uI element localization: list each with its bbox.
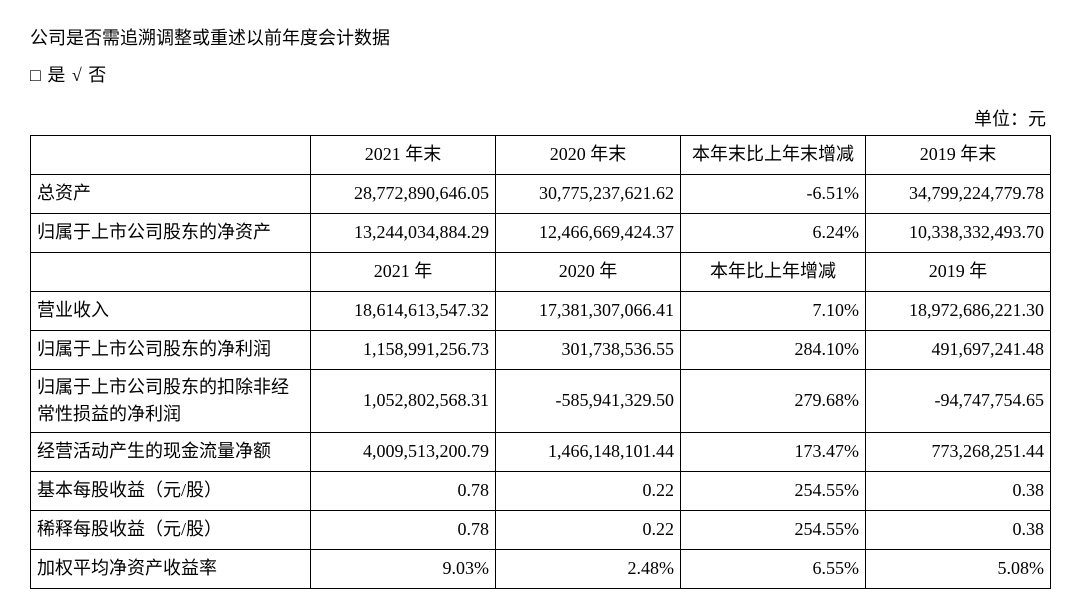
cell: 301,738,536.55 bbox=[496, 330, 681, 369]
table-row: 营业收入 18,614,613,547.32 17,381,307,066.41… bbox=[31, 291, 1051, 330]
cell: 18,614,613,547.32 bbox=[311, 291, 496, 330]
cell: 6.24% bbox=[681, 213, 866, 252]
table-row: 总资产 28,772,890,646.05 30,775,237,621.62 … bbox=[31, 174, 1051, 213]
cell: 0.78 bbox=[311, 471, 496, 510]
unit-label: 单位：元 bbox=[30, 105, 1046, 131]
header-2021: 2021 年 bbox=[311, 252, 496, 291]
financial-table: 2021 年末 2020 年末 本年末比上年末增减 2019 年末 总资产 28… bbox=[30, 135, 1051, 589]
header-2020: 2020 年 bbox=[496, 252, 681, 291]
header-2019: 2019 年 bbox=[866, 252, 1051, 291]
cell: 2.48% bbox=[496, 549, 681, 588]
cell: 254.55% bbox=[681, 510, 866, 549]
row-label: 总资产 bbox=[31, 174, 311, 213]
row-label: 归属于上市公司股东的扣除非经常性损益的净利润 bbox=[31, 369, 311, 432]
cell: 1,158,991,256.73 bbox=[311, 330, 496, 369]
cell: 773,268,251.44 bbox=[866, 432, 1051, 471]
table-row: 基本每股收益（元/股） 0.78 0.22 254.55% 0.38 bbox=[31, 471, 1051, 510]
cell: 0.22 bbox=[496, 471, 681, 510]
row-label: 营业收入 bbox=[31, 291, 311, 330]
table-row: 归属于上市公司股东的扣除非经常性损益的净利润 1,052,802,568.31 … bbox=[31, 369, 1051, 432]
cell: 5.08% bbox=[866, 549, 1051, 588]
header-2020-end: 2020 年末 bbox=[496, 135, 681, 174]
header-2021-end: 2021 年末 bbox=[311, 135, 496, 174]
header-yoy-end: 本年末比上年末增减 bbox=[681, 135, 866, 174]
table-row: 加权平均净资产收益率 9.03% 2.48% 6.55% 5.08% bbox=[31, 549, 1051, 588]
cell: 0.38 bbox=[866, 510, 1051, 549]
table-header-row: 2021 年 2020 年 本年比上年增减 2019 年 bbox=[31, 252, 1051, 291]
cell: 10,338,332,493.70 bbox=[866, 213, 1051, 252]
cell: 4,009,513,200.79 bbox=[311, 432, 496, 471]
intro-text: 公司是否需追溯调整或重述以前年度会计数据 bbox=[30, 24, 1050, 53]
header-blank bbox=[31, 135, 311, 174]
cell: 28,772,890,646.05 bbox=[311, 174, 496, 213]
cell: 284.10% bbox=[681, 330, 866, 369]
cell: 7.10% bbox=[681, 291, 866, 330]
cell: 254.55% bbox=[681, 471, 866, 510]
cell: -585,941,329.50 bbox=[496, 369, 681, 432]
header-blank bbox=[31, 252, 311, 291]
cell: 34,799,224,779.78 bbox=[866, 174, 1051, 213]
row-label: 归属于上市公司股东的净利润 bbox=[31, 330, 311, 369]
cell: 17,381,307,066.41 bbox=[496, 291, 681, 330]
cell: 13,244,034,884.29 bbox=[311, 213, 496, 252]
cell: 1,052,802,568.31 bbox=[311, 369, 496, 432]
cell: 491,697,241.48 bbox=[866, 330, 1051, 369]
checkbox-line: □ 是 √ 否 bbox=[30, 61, 1050, 87]
cell: 1,466,148,101.44 bbox=[496, 432, 681, 471]
cell: 12,466,669,424.37 bbox=[496, 213, 681, 252]
header-yoy: 本年比上年增减 bbox=[681, 252, 866, 291]
header-2019-end: 2019 年末 bbox=[866, 135, 1051, 174]
cell: -94,747,754.65 bbox=[866, 369, 1051, 432]
table-row: 归属于上市公司股东的净利润 1,158,991,256.73 301,738,5… bbox=[31, 330, 1051, 369]
table-header-row: 2021 年末 2020 年末 本年末比上年末增减 2019 年末 bbox=[31, 135, 1051, 174]
row-label: 稀释每股收益（元/股） bbox=[31, 510, 311, 549]
table-row: 归属于上市公司股东的净资产 13,244,034,884.29 12,466,6… bbox=[31, 213, 1051, 252]
cell: -6.51% bbox=[681, 174, 866, 213]
table-row: 经营活动产生的现金流量净额 4,009,513,200.79 1,466,148… bbox=[31, 432, 1051, 471]
cell: 30,775,237,621.62 bbox=[496, 174, 681, 213]
table-row: 稀释每股收益（元/股） 0.78 0.22 254.55% 0.38 bbox=[31, 510, 1051, 549]
cell: 6.55% bbox=[681, 549, 866, 588]
cell: 0.78 bbox=[311, 510, 496, 549]
row-label: 加权平均净资产收益率 bbox=[31, 549, 311, 588]
cell: 0.38 bbox=[866, 471, 1051, 510]
cell: 0.22 bbox=[496, 510, 681, 549]
row-label: 归属于上市公司股东的净资产 bbox=[31, 213, 311, 252]
row-label: 经营活动产生的现金流量净额 bbox=[31, 432, 311, 471]
row-label: 基本每股收益（元/股） bbox=[31, 471, 311, 510]
cell: 18,972,686,221.30 bbox=[866, 291, 1051, 330]
cell: 9.03% bbox=[311, 549, 496, 588]
cell: 279.68% bbox=[681, 369, 866, 432]
cell: 173.47% bbox=[681, 432, 866, 471]
